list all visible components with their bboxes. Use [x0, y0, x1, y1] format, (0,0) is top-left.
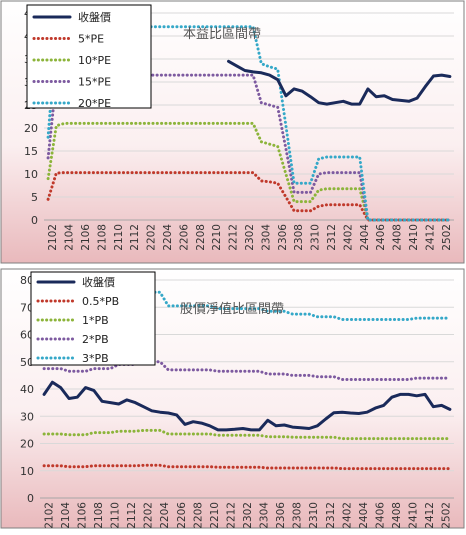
pe-x-tick-label: 2202 [146, 224, 158, 251]
pb-x-tick-label: 2106 [76, 502, 88, 529]
pe-chart-x-ticks: 2102 2104 2106 2108 2110 2112 2202 2204 2206 2208… [47, 224, 453, 251]
pe-x-tick-label: 2110 [113, 224, 125, 251]
pb-x-tick-label: 2406 [374, 502, 386, 529]
pb-legend-label: 1*PB [82, 314, 109, 327]
pe-legend-label: 收盤價 [78, 10, 111, 24]
pb-x-tick-label: 2308 [292, 502, 304, 529]
pe-legend-label: 20*PE [78, 97, 111, 110]
pe-legend-box [26, 4, 152, 109]
pb-x-tick-label: 2206 [176, 502, 188, 529]
pe-y-tick-label: 20 [24, 122, 38, 135]
pe-x-tick-label: 2408 [392, 224, 404, 251]
pe-legend-label: 10*PE [78, 54, 111, 67]
pb-x-tick-label: 2310 [308, 502, 320, 529]
pb-x-tick-label: 2306 [275, 502, 287, 529]
pb-x-tick-label: 2108 [93, 502, 105, 529]
pb-x-tick-label: 2312 [325, 502, 337, 529]
pb-chart-title: 股價淨值比區間帶 [180, 301, 284, 317]
pb-y-tick-label: 10 [20, 465, 34, 478]
pe-series-line-close [227, 59, 452, 106]
pb-x-tick-label: 2404 [358, 502, 370, 529]
pe-series-line-pe20 [46, 25, 452, 222]
pe-x-tick-label: 2210 [211, 224, 223, 251]
pb-x-tick-label: 2402 [341, 502, 353, 529]
pb-x-tick-label: 2104 [60, 502, 72, 529]
pe-chart-title: 本益比區間帶 [183, 27, 261, 42]
pb-chart-legend: 收盤價 0.5*PB 1*PB 2*PB 3*PB [30, 271, 156, 366]
pe-x-tick-label: 2208 [195, 224, 207, 251]
pb-x-tick-label: 2210 [209, 502, 221, 529]
pb-x-tick-label: 2102 [43, 502, 55, 529]
pb-x-tick-label: 2408 [391, 502, 403, 529]
pe-x-tick-label: 2412 [424, 224, 436, 251]
pe-x-tick-label: 2304 [260, 224, 272, 251]
pe-legend-label: 5*PE [78, 33, 104, 46]
pb-y-tick-label: 40 [20, 383, 34, 396]
pe-x-tick-label: 2402 [342, 224, 354, 251]
pb-legend-label: 2*PB [82, 333, 109, 346]
pb-legend-label: 0.5*PB [82, 295, 119, 308]
pe-x-tick-label: 2104 [64, 224, 76, 251]
pb-x-tick-label: 2204 [159, 502, 171, 529]
pb-x-tick-label: 2302 [242, 502, 254, 529]
pe-band-chart: 051015202530354045 210221042106210821102… [0, 0, 465, 264]
pe-x-tick-label: 2308 [293, 224, 305, 251]
pe-x-tick-label: 2212 [228, 224, 240, 251]
pe-x-tick-label: 2406 [375, 224, 387, 251]
pe-x-tick-label: 2502 [441, 224, 453, 251]
pe-x-tick-label: 2112 [129, 224, 141, 251]
pb-x-tick-label: 2212 [225, 502, 237, 529]
pb-legend-label: 3*PB [82, 352, 109, 365]
pb-y-tick-label: 30 [20, 410, 34, 423]
pb-y-tick-label: 20 [20, 438, 34, 451]
pb-x-tick-label: 2410 [408, 502, 420, 529]
pb-series-line-pe15 [42, 360, 452, 381]
pb-x-tick-label: 2202 [143, 502, 155, 529]
pe-y-tick-label: 0 [31, 214, 38, 227]
pb-x-tick-label: 2112 [126, 502, 138, 529]
pb-x-tick-label: 2208 [192, 502, 204, 529]
pe-x-tick-label: 2204 [162, 224, 174, 251]
pb-y-tick-label: 0 [27, 492, 34, 505]
pe-x-tick-label: 2410 [408, 224, 420, 251]
pb-x-tick-label: 2304 [259, 502, 271, 529]
pe-x-tick-label: 2312 [326, 224, 338, 251]
pe-x-tick-label: 2306 [277, 224, 289, 251]
pe-x-tick-label: 2404 [359, 224, 371, 251]
pe-y-tick-label: 5 [31, 191, 38, 204]
pb-x-tick-label: 2110 [110, 502, 122, 529]
pb-series-line-close [42, 380, 452, 432]
pb-x-tick-label: 2502 [441, 502, 453, 529]
pe-legend-label: 15*PE [78, 76, 111, 89]
pe-x-tick-label: 2206 [178, 224, 190, 251]
pb-x-tick-label: 2412 [424, 502, 436, 529]
pb-series-line-pe5 [42, 463, 452, 471]
pb-chart-x-ticks: 2102 2104 2106 2108 2110 2112 2202 2204 2206 2208… [43, 502, 452, 529]
pb-legend-box [30, 271, 156, 366]
pe-x-tick-label: 2108 [96, 224, 108, 251]
pe-x-tick-label: 2310 [310, 224, 322, 251]
pe-x-tick-label: 2302 [244, 224, 256, 251]
pe-x-tick-label: 2102 [47, 224, 59, 251]
pe-x-tick-label: 2106 [80, 224, 92, 251]
pb-legend-label: 收盤價 [82, 275, 115, 289]
pb-series-line-pe10 [42, 428, 452, 441]
pe-chart-legend: 收盤價 5*PE 10*PE 15*PE 20*PE [26, 4, 152, 110]
pe-y-tick-label: 10 [24, 168, 38, 181]
pe-y-tick-label: 15 [24, 145, 38, 158]
